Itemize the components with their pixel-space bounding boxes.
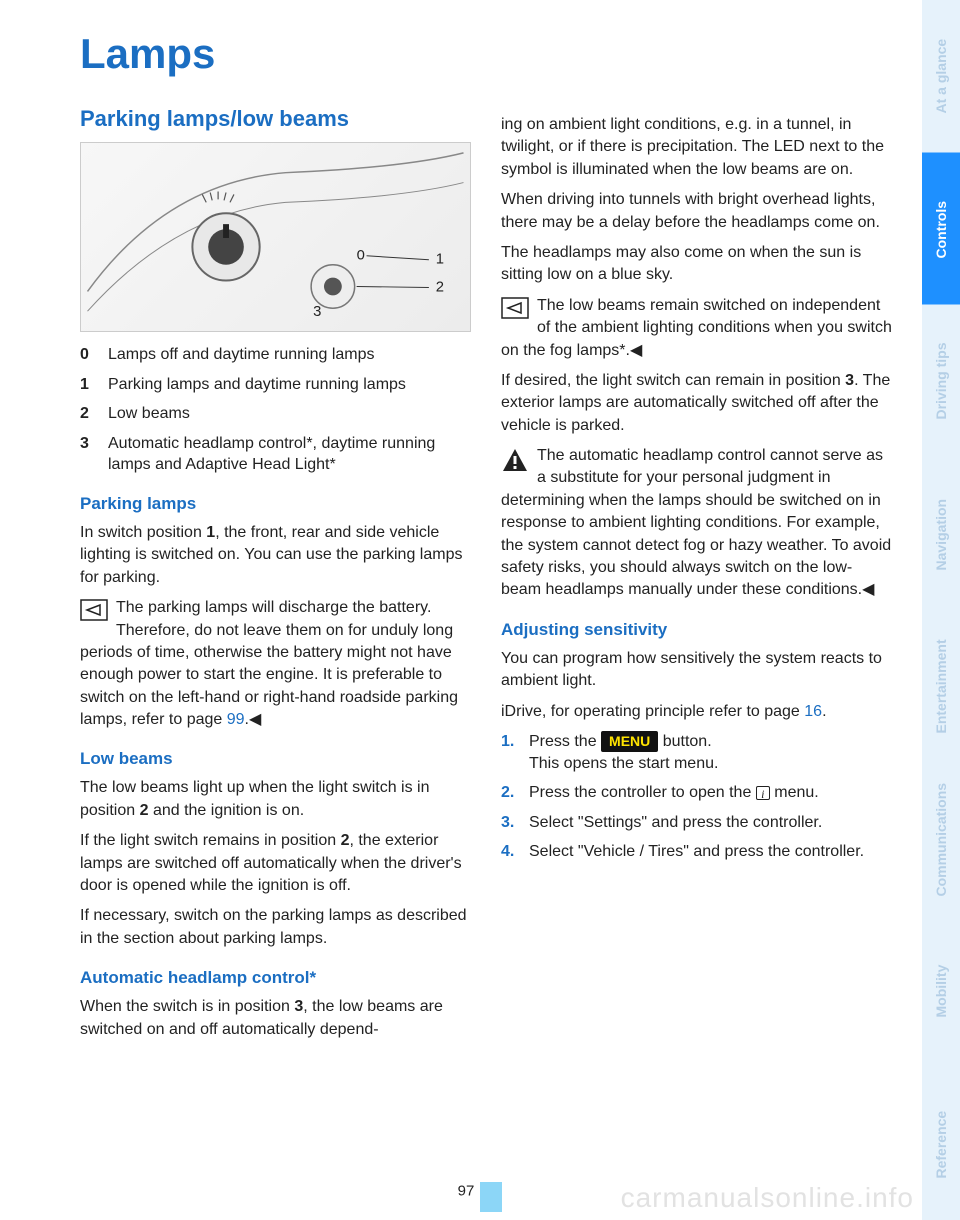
page-title: Lamps (80, 30, 892, 78)
paragraph: In switch position 1, the front, rear an… (80, 522, 471, 589)
list-item: 3Automatic headlamp control*, daytime ru… (80, 433, 471, 476)
menu-button-label: MENU (601, 731, 658, 752)
left-column: Parking lamps/low beams (80, 106, 471, 1200)
paragraph: When driving into tunnels with bright ov… (501, 189, 892, 234)
steps-list: 1. Press the MENU button. This opens the… (501, 731, 892, 863)
list-item: 1. Press the MENU button. This opens the… (501, 731, 892, 774)
list-item: 0Lamps off and daytime running lamps (80, 344, 471, 366)
list-item: 2Low beams (80, 403, 471, 425)
tab-navigation[interactable]: Navigation (922, 458, 960, 611)
content-area: Lamps Parking lamps/low beams (0, 0, 922, 1220)
paragraph: If the light switch remains in position … (80, 830, 471, 897)
headlamp-switch-figure: 0 3 1 2 (80, 142, 471, 332)
paragraph: The low beams light up when the light sw… (80, 777, 471, 822)
figure-svg: 0 3 1 2 (81, 143, 470, 331)
right-column: ing on ambient light conditions, e.g. in… (501, 106, 892, 1200)
watermark: carmanualsonline.info (621, 1182, 914, 1214)
paragraph: You can program how sensitively the syst… (501, 648, 892, 693)
note-paragraph: The parking lamps will discharge the bat… (80, 597, 471, 731)
tab-at-a-glance[interactable]: At a glance (922, 0, 960, 153)
subsection-heading: Parking lamps (80, 494, 471, 514)
page: Lamps Parking lamps/low beams (0, 0, 960, 1220)
tab-driving-tips[interactable]: Driving tips (922, 305, 960, 458)
columns: Parking lamps/low beams (80, 106, 892, 1200)
tab-mobility[interactable]: Mobility (922, 915, 960, 1068)
paragraph: If necessary, switch on the parking lamp… (80, 905, 471, 950)
fig-label-3: 3 (313, 304, 321, 320)
fig-label-0: 0 (357, 248, 365, 264)
paragraph: When the switch is in position 3, the lo… (80, 996, 471, 1041)
note-paragraph: The low beams remain switched on indepen… (501, 295, 892, 362)
page-number: 97 (458, 1183, 475, 1200)
tab-entertainment[interactable]: Entertainment (922, 610, 960, 763)
subsection-heading: Adjusting sensitivity (501, 620, 892, 640)
info-icon: i (756, 786, 770, 800)
tab-communications[interactable]: Communications (922, 763, 960, 916)
note-arrow-icon (501, 297, 529, 319)
paragraph: iDrive, for operating principle refer to… (501, 701, 892, 723)
side-tabs: At a glance Controls Driving tips Naviga… (922, 0, 960, 1220)
page-number-bar (480, 1182, 502, 1212)
list-item: 4. Select "Vehicle / Tires" and press th… (501, 841, 892, 863)
fig-label-2: 2 (436, 279, 444, 295)
page-ref-link[interactable]: 99 (227, 711, 245, 728)
fig-label-1: 1 (436, 252, 444, 268)
warning-paragraph: The automatic headlamp control cannot se… (501, 445, 892, 602)
paragraph: The headlamps may also come on when the … (501, 242, 892, 287)
page-ref-link[interactable]: 16 (804, 703, 822, 720)
warning-icon (501, 447, 529, 473)
list-item: 2. Press the controller to open the i me… (501, 782, 892, 804)
tab-controls[interactable]: Controls (922, 153, 960, 306)
note-arrow-icon (80, 599, 108, 621)
subsection-heading: Low beams (80, 749, 471, 769)
list-item: 3. Select "Settings" and press the contr… (501, 812, 892, 834)
switch-position-list: 0Lamps off and daytime running lamps 1Pa… (80, 344, 471, 476)
paragraph: If desired, the light switch can remain … (501, 370, 892, 437)
subsection-heading: Automatic headlamp control* (80, 968, 471, 988)
list-item: 1Parking lamps and daytime running lamps (80, 374, 471, 396)
section-heading: Parking lamps/low beams (80, 106, 471, 132)
paragraph: ing on ambient light conditions, e.g. in… (501, 114, 892, 181)
